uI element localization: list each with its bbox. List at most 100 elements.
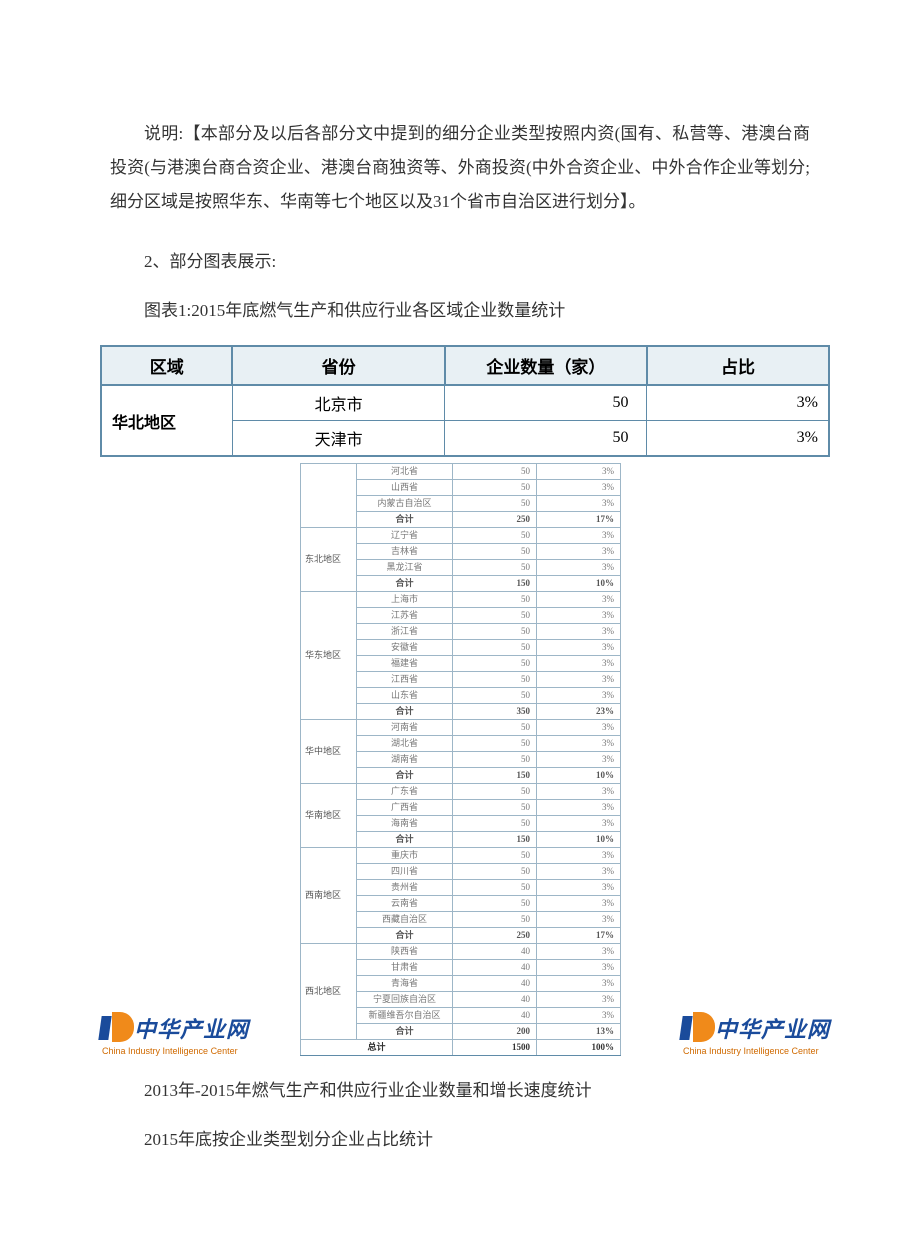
count-cell: 50 [453, 864, 537, 880]
count-cell: 40 [453, 944, 537, 960]
logo-text: 中华产业网 [715, 1012, 830, 1044]
province-cell: 黑龙江省 [357, 560, 453, 576]
percent-cell: 3% [537, 752, 621, 768]
subtotal-label: 合计 [357, 832, 453, 848]
count-cell: 50 [453, 592, 537, 608]
table-row: 华南地区广东省503% [301, 784, 621, 800]
caption-line: 2013年-2015年燃气生产和供应行业企业数量和增长速度统计 [110, 1076, 810, 1101]
count-cell: 50 [453, 640, 537, 656]
small-table-wrap: 河北省503%山西省503%内蒙古自治区503%合计25017%东北地区辽宁省5… [300, 463, 620, 1056]
count-cell: 50 [453, 496, 537, 512]
count-cell: 50 [453, 816, 537, 832]
percent-cell: 3% [537, 976, 621, 992]
percent-cell: 3% [537, 624, 621, 640]
count-cell: 50 [453, 736, 537, 752]
document-page: 说明:【本部分及以后各部分文中提到的细分企业类型按照内资(国有、私营等、港澳台商… [0, 0, 920, 1234]
brand-logo-left: 中华产业网 China Industry Intelligence Center [100, 1012, 249, 1056]
subtotal-count: 200 [453, 1024, 537, 1040]
subtotal-label: 合计 [357, 1024, 453, 1040]
table-row: 西北地区陕西省403% [301, 944, 621, 960]
province-cell: 西藏自治区 [357, 912, 453, 928]
percent-cell: 3% [537, 464, 621, 480]
percent-cell: 3% [537, 816, 621, 832]
percent-cell: 3% [537, 640, 621, 656]
subtotal-label: 合计 [357, 576, 453, 592]
table-caption: 图表1:2015年底燃气生产和供应行业各区域企业数量统计 [110, 296, 810, 321]
percent-cell: 3% [537, 848, 621, 864]
table-row: 华东地区上海市503% [301, 592, 621, 608]
region-cell: 西北地区 [301, 944, 357, 1040]
table-row: 华北地区北京市503% [101, 385, 829, 421]
percent-cell: 3% [537, 560, 621, 576]
count-cell: 50 [453, 784, 537, 800]
province-cell: 河北省 [357, 464, 453, 480]
table-row: 河北省503% [301, 464, 621, 480]
province-cell: 重庆市 [357, 848, 453, 864]
province-cell: 河南省 [357, 720, 453, 736]
province-cell: 宁夏回族自治区 [357, 992, 453, 1008]
province-cell: 贵州省 [357, 880, 453, 896]
province-cell: 辽宁省 [357, 528, 453, 544]
percent-cell: 3% [537, 1008, 621, 1024]
subtotal-label: 合计 [357, 704, 453, 720]
province-cell: 福建省 [357, 656, 453, 672]
province-cell: 江苏省 [357, 608, 453, 624]
region-cell: 东北地区 [301, 528, 357, 592]
subtotal-label: 合计 [357, 512, 453, 528]
subtotal-label: 合计 [357, 928, 453, 944]
brand-logo-right: 中华产业网 China Industry Intelligence Center [681, 1012, 830, 1056]
subtotal-percent: 10% [537, 576, 621, 592]
subtotal-count: 350 [453, 704, 537, 720]
percent-cell: 3% [537, 896, 621, 912]
count-cell: 50 [445, 421, 647, 457]
province-cell: 天津市 [232, 421, 444, 457]
percent-cell: 3% [537, 608, 621, 624]
percent-cell: 3% [537, 912, 621, 928]
subtotal-percent: 10% [537, 832, 621, 848]
percent-cell: 3% [537, 720, 621, 736]
logo-text: 中华产业网 [134, 1012, 249, 1044]
subtotal-percent: 13% [537, 1024, 621, 1040]
region-cell [301, 464, 357, 528]
count-cell: 50 [453, 896, 537, 912]
region-cell: 西南地区 [301, 848, 357, 944]
percent-cell: 3% [537, 992, 621, 1008]
percent-cell: 3% [537, 544, 621, 560]
count-cell: 50 [453, 912, 537, 928]
percent-cell: 3% [537, 880, 621, 896]
region-cell: 华东地区 [301, 592, 357, 720]
main-table-wrap: 区域省份企业数量（家）占比华北地区北京市503%天津市503% [100, 345, 830, 457]
count-cell: 50 [445, 385, 647, 421]
count-cell: 50 [453, 720, 537, 736]
count-cell: 40 [453, 1008, 537, 1024]
province-cell: 山西省 [357, 480, 453, 496]
subtotal-percent: 17% [537, 512, 621, 528]
main-table: 区域省份企业数量（家）占比华北地区北京市503%天津市503% [100, 345, 830, 457]
table-header: 区域 [101, 346, 232, 385]
count-cell: 50 [453, 480, 537, 496]
subtotal-label: 合计 [357, 768, 453, 784]
subtotal-percent: 23% [537, 704, 621, 720]
percent-cell: 3% [537, 480, 621, 496]
subtotal-percent: 10% [537, 768, 621, 784]
count-cell: 40 [453, 960, 537, 976]
small-table: 河北省503%山西省503%内蒙古自治区503%合计25017%东北地区辽宁省5… [300, 463, 621, 1056]
region-cell: 华北地区 [101, 385, 232, 456]
count-cell: 50 [453, 880, 537, 896]
province-cell: 云南省 [357, 896, 453, 912]
count-cell: 50 [453, 800, 537, 816]
province-cell: 山东省 [357, 688, 453, 704]
count-cell: 50 [453, 528, 537, 544]
subtotal-percent: 17% [537, 928, 621, 944]
table-row: 华中地区河南省503% [301, 720, 621, 736]
percent-cell: 3% [537, 688, 621, 704]
percent-cell: 3% [537, 528, 621, 544]
percent-cell: 3% [537, 672, 621, 688]
paragraph-note: 说明:【本部分及以后各部分文中提到的细分企业类型按照内资(国有、私营等、港澳台商… [110, 117, 810, 219]
count-cell: 50 [453, 624, 537, 640]
table-row: 东北地区辽宁省503% [301, 528, 621, 544]
total-label: 总计 [301, 1040, 453, 1056]
count-cell: 50 [453, 656, 537, 672]
province-cell: 青海省 [357, 976, 453, 992]
count-cell: 50 [453, 544, 537, 560]
